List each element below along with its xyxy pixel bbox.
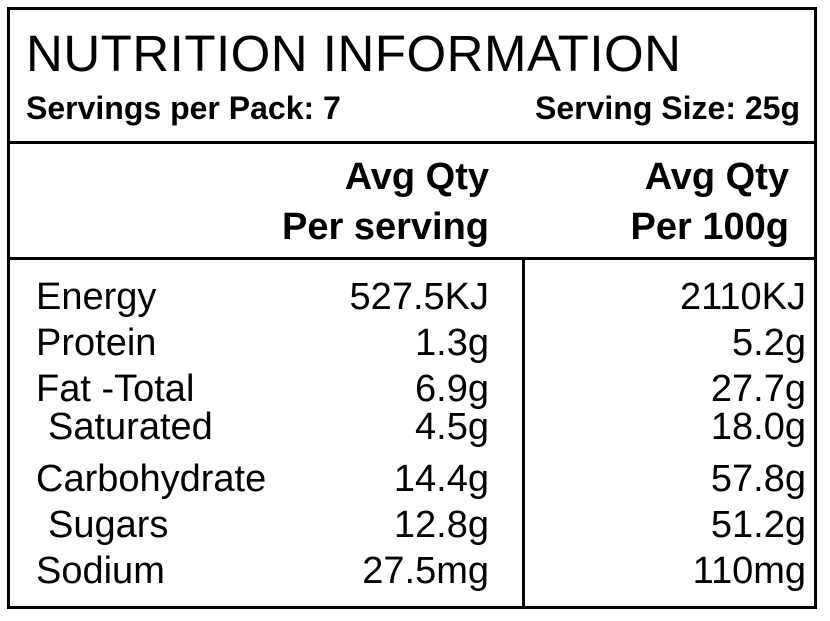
table-row-fat-total: Fat -Total 6.9g 27.7g xyxy=(10,366,814,412)
nutrient-label: Fat -Total xyxy=(36,368,195,410)
title-block: NUTRITION INFORMATION Servings per Pack:… xyxy=(10,10,814,144)
header-per-serving-line2: Per serving xyxy=(282,206,489,248)
serving-size: Serving Size: 25g xyxy=(535,90,800,126)
nutrient-table: Energy 527.5KJ 2110KJ Protein 1.3g 5.2g … xyxy=(10,260,814,606)
table-row-saturated: Saturated 4.5g 18.0g xyxy=(10,404,814,450)
per-serving-value: 6.9g xyxy=(415,368,489,410)
header-per-100g-line2: Per 100g xyxy=(630,206,789,248)
servings-per-pack: Servings per Pack: 7 xyxy=(26,90,341,126)
table-row-carbohydrate: Carbohydrate 14.4g 57.8g xyxy=(10,456,814,502)
per-100g-value: 2110KJ xyxy=(679,276,806,318)
nutrient-label: Carbohydrate xyxy=(36,458,267,500)
nutrient-label: Sugars xyxy=(48,504,169,546)
per-100g-value: 57.8g xyxy=(710,458,806,500)
nutrient-label: Protein xyxy=(36,322,157,364)
nutrition-panel: NUTRITION INFORMATION Servings per Pack:… xyxy=(7,7,817,609)
table-row-energy: Energy 527.5KJ 2110KJ xyxy=(10,274,814,320)
per-100g-value: 110mg xyxy=(692,550,806,592)
nutrient-label: Sodium xyxy=(36,550,165,592)
per-serving-value: 27.5mg xyxy=(362,550,489,592)
table-row-sodium: Sodium 27.5mg 110mg xyxy=(10,548,814,594)
per-serving-value: 12.8g xyxy=(393,504,489,546)
per-serving-value: 4.5g xyxy=(415,406,489,448)
per-100g-value: 27.7g xyxy=(710,368,806,410)
table-row-sugars: Sugars 12.8g 51.2g xyxy=(10,502,814,548)
nutrient-label: Saturated xyxy=(48,406,213,448)
per-100g-value: 5.2g xyxy=(732,322,806,364)
per-100g-value: 51.2g xyxy=(710,504,806,546)
per-serving-value: 527.5KJ xyxy=(349,276,489,318)
panel-title: NUTRITION INFORMATION xyxy=(26,25,682,82)
header-per-serving-line1: Avg Qty xyxy=(344,156,489,198)
per-serving-value: 1.3g xyxy=(415,322,489,364)
table-row-protein: Protein 1.3g 5.2g xyxy=(10,320,814,366)
column-divider xyxy=(522,260,525,606)
per-100g-value: 18.0g xyxy=(710,406,806,448)
column-header-block: Avg Qty Per serving Avg Qty Per 100g xyxy=(10,144,814,260)
header-per-100g-line1: Avg Qty xyxy=(644,156,789,198)
per-serving-value: 14.4g xyxy=(393,458,489,500)
nutrient-label: Energy xyxy=(36,276,157,318)
